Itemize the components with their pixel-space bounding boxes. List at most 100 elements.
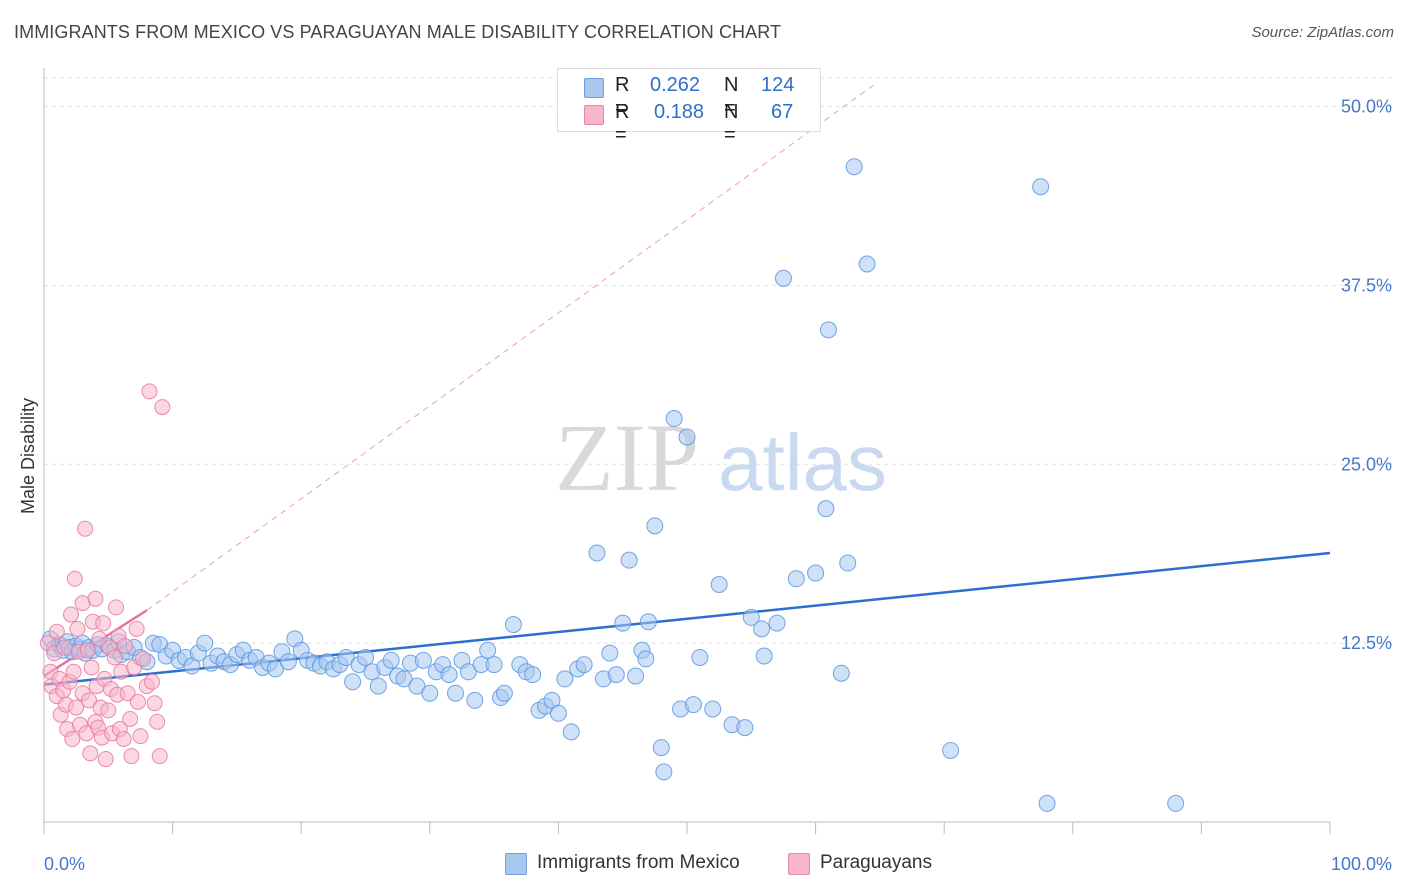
series-legend: Immigrants from Mexico Paraguayans (0, 852, 1406, 878)
x-tick-label: 100.0% (1331, 854, 1392, 874)
point-mexico (440, 666, 458, 684)
watermark-atlas: atlas (718, 418, 887, 507)
point-mexico (196, 634, 214, 652)
point-paraguayans (87, 590, 104, 607)
point-mexico (710, 575, 728, 593)
point-paraguayans (91, 630, 108, 647)
point-paraguayans (123, 748, 140, 765)
point-paraguayans (83, 659, 100, 676)
legend-n-label: N = (724, 101, 739, 146)
point-mexico (637, 650, 655, 668)
data-points (39, 158, 1185, 812)
y-axis-label: Male Disability (18, 398, 38, 514)
point-mexico (421, 684, 439, 702)
point-paraguayans (144, 673, 161, 690)
point-paraguayans (151, 748, 168, 765)
legend-swatch-paraguayans (584, 105, 604, 125)
point-paraguayans (95, 615, 112, 632)
point-paraguayans (149, 713, 166, 730)
legend-swatch-mexico (584, 78, 604, 98)
point-mexico (524, 666, 542, 684)
point-mexico (414, 651, 432, 669)
point-mexico (504, 616, 522, 634)
point-mexico (447, 684, 465, 702)
point-paraguayans (63, 606, 80, 623)
point-mexico (665, 410, 683, 428)
point-mexico (395, 670, 413, 688)
point-mexico (556, 670, 574, 688)
point-mexico (627, 667, 645, 685)
legend-n-label: N = (724, 74, 739, 119)
point-mexico (742, 608, 760, 626)
point-mexico (344, 673, 362, 691)
point-mexico (832, 664, 850, 682)
point-mexico (495, 684, 513, 702)
point-mexico (646, 517, 664, 535)
legend-r-label: R = (615, 74, 630, 119)
point-paraguayans (77, 520, 94, 537)
point-mexico (369, 677, 387, 695)
point-mexico (691, 648, 709, 666)
y-tick-label: 37.5% (1341, 275, 1392, 295)
point-mexico (279, 653, 297, 671)
point-mexico (845, 158, 863, 176)
point-mexico (266, 660, 284, 678)
point-mexico (753, 620, 771, 638)
point-mexico (337, 648, 355, 666)
point-paraguayans (141, 383, 158, 400)
point-mexico (588, 544, 606, 562)
legend-swatch-mexico (505, 853, 527, 875)
point-paraguayans (135, 650, 152, 667)
tick-labels: 12.5% 25.0% 37.5% 50.0% 0.0% 100.0% (44, 97, 1392, 874)
point-mexico (459, 663, 477, 681)
point-paraguayans (68, 699, 85, 716)
point-mexico (736, 719, 754, 737)
point-paraguayans (119, 685, 136, 702)
legend-n-value: 124 (761, 74, 795, 96)
point-mexico (607, 666, 625, 684)
point-mexico (678, 428, 696, 446)
point-mexico (549, 704, 567, 722)
point-mexico (768, 614, 786, 632)
y-tick-label: 12.5% (1341, 633, 1392, 653)
point-mexico (942, 741, 960, 759)
point-mexico (575, 656, 593, 674)
point-mexico (774, 269, 792, 287)
point-mexico (620, 551, 638, 569)
legend-r-value: 0.262 (650, 74, 701, 96)
point-mexico (755, 647, 773, 665)
point-mexico (807, 564, 825, 582)
point-mexico (382, 651, 400, 669)
y-tick-label: 50.0% (1341, 97, 1392, 117)
point-mexico (1038, 794, 1056, 812)
point-paraguayans (117, 638, 134, 655)
point-mexico (639, 613, 657, 631)
point-paraguayans (81, 692, 98, 709)
point-paraguayans (64, 731, 81, 748)
correlation-legend: R = 0.262 N = 124 R = 0.188 N = 67 (557, 68, 821, 146)
y-tick-label: 25.0% (1341, 454, 1392, 474)
point-mexico (817, 500, 835, 518)
point-mexico (787, 570, 805, 588)
point-mexico (684, 696, 702, 714)
point-paraguayans (100, 702, 117, 719)
x-tick-label: 0.0% (44, 854, 85, 874)
point-mexico (357, 648, 374, 666)
point-paraguayans (129, 693, 146, 710)
point-mexico (1032, 178, 1050, 196)
point-paraguayans (108, 599, 125, 616)
point-paraguayans (154, 399, 171, 416)
point-mexico (614, 614, 632, 632)
point-paraguayans (106, 649, 123, 666)
point-paraguayans (82, 745, 99, 762)
point-paraguayans (56, 639, 73, 656)
point-mexico (479, 641, 497, 659)
point-paraguayans (66, 570, 83, 587)
point-paraguayans (146, 695, 163, 712)
legend-label-paraguayans: Paraguayans (820, 852, 932, 873)
source-label: Source: ZipAtlas.com (1251, 24, 1394, 41)
chart-title: IMMIGRANTS FROM MEXICO VS PARAGUAYAN MAL… (14, 22, 782, 42)
point-mexico (652, 739, 670, 757)
trend-lines (43, 84, 1331, 686)
